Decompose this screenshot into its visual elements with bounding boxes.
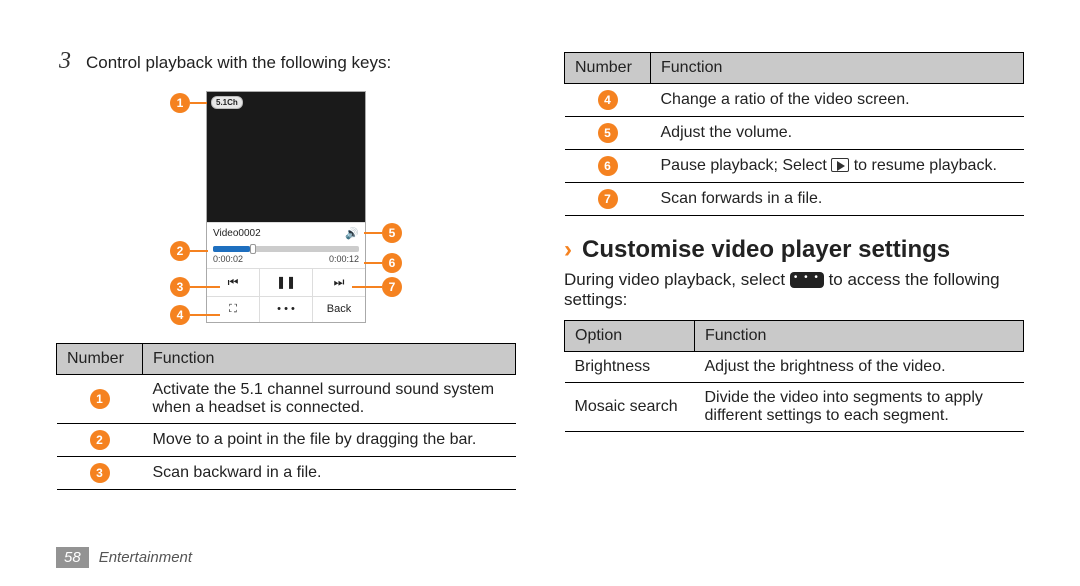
volume-icon: 🔊 <box>345 227 359 240</box>
right-function-table-1: Number Function 4 Change a ratio of the … <box>564 52 1024 216</box>
time-elapsed: 0:00:02 <box>213 254 243 264</box>
th-function: Function <box>651 53 1024 84</box>
device-title-row: Video0002 🔊 <box>207 222 365 244</box>
back-button: Back <box>313 297 365 322</box>
callout-6-line <box>364 262 382 264</box>
row-func: Pause playback; Select to resume playbac… <box>651 150 1024 183</box>
surround-badge: 5.1Ch <box>211 96 243 109</box>
table-row: 4 Change a ratio of the video screen. <box>565 84 1024 117</box>
table-row: 1 Activate the 5.1 channel surround soun… <box>57 375 516 424</box>
more-icon <box>790 272 824 288</box>
row-func: Scan backward in a file. <box>143 457 516 490</box>
th-function: Function <box>143 344 516 375</box>
table-row: Brightness Adjust the brightness of the … <box>565 352 1024 383</box>
table-row: Mosaic search Divide the video into segm… <box>565 383 1024 432</box>
progress-knob <box>250 244 256 254</box>
callout-6: 6 <box>382 253 402 273</box>
step-text: Control playback with the following keys… <box>86 53 391 73</box>
callout-7: 7 <box>382 277 402 297</box>
callout-5-line <box>364 232 382 234</box>
left-function-table: Number Function 1 Activate the 5.1 chann… <box>56 343 516 490</box>
left-column: 3 Control playback with the following ke… <box>56 48 516 586</box>
playback-controls: ⏮ ❚❚ ⏭ <box>207 268 365 296</box>
more-icon: • • • <box>260 297 313 322</box>
row-func: Move to a point in the file by dragging … <box>143 424 516 457</box>
prev-icon: ⏮ <box>207 269 260 296</box>
video-title: Video0002 <box>213 228 261 239</box>
row-func: Scan forwards in a file. <box>651 183 1024 216</box>
table-row: 6 Pause playback; Select to resume playb… <box>565 150 1024 183</box>
pause-icon: ❚❚ <box>260 269 313 296</box>
bottom-controls: ⛶ • • • Back <box>207 296 365 322</box>
settings-intro: During video playback, select to access … <box>564 270 1024 310</box>
row-func: Divide the video into segments to apply … <box>695 383 1024 432</box>
row-num: 3 <box>90 463 110 483</box>
device-screen: 5.1Ch <box>207 92 365 222</box>
callout-2-line <box>190 250 208 252</box>
right-function-table-2: Option Function Brightness Adjust the br… <box>564 320 1024 432</box>
th-number: Number <box>57 344 143 375</box>
time-total: 0:00:12 <box>329 254 359 264</box>
table-row: 5 Adjust the volume. <box>565 117 1024 150</box>
right-column: Number Function 4 Change a ratio of the … <box>564 48 1024 586</box>
row-num: 7 <box>598 189 618 209</box>
th-option: Option <box>565 321 695 352</box>
time-row: 0:00:02 0:00:12 <box>207 254 365 268</box>
row-num: 5 <box>598 123 618 143</box>
row-func: Change a ratio of the video screen. <box>651 84 1024 117</box>
row-func: Adjust the brightness of the video. <box>695 352 1024 383</box>
step-number: 3 <box>56 48 74 75</box>
row-num: 6 <box>598 156 618 176</box>
callout-1: 1 <box>170 93 190 113</box>
section-heading: › Customise video player settings <box>564 236 1024 264</box>
callout-5: 5 <box>382 223 402 243</box>
row-num: 1 <box>90 389 110 409</box>
page-number: 58 <box>56 547 89 568</box>
table-row: 3 Scan backward in a file. <box>57 457 516 490</box>
row-func-post: to resume playback. <box>849 157 997 174</box>
step-line: 3 Control playback with the following ke… <box>56 48 516 75</box>
row-option: Mosaic search <box>565 383 695 432</box>
callout-4: 4 <box>170 305 190 325</box>
section-name: Entertainment <box>99 549 192 566</box>
table-row: 7 Scan forwards in a file. <box>565 183 1024 216</box>
chevron-icon: › <box>564 236 572 264</box>
page-footer: 58 Entertainment <box>56 547 192 568</box>
ratio-icon: ⛶ <box>207 297 260 322</box>
row-func-pre: Pause playback; Select <box>661 157 832 174</box>
play-icon <box>831 158 849 172</box>
callout-7-line <box>352 286 382 288</box>
progress-bar <box>213 246 359 252</box>
settings-intro-pre: During video playback, select <box>564 270 790 289</box>
row-num: 4 <box>598 90 618 110</box>
row-num: 2 <box>90 430 110 450</box>
th-number: Number <box>565 53 651 84</box>
row-func: Activate the 5.1 channel surround sound … <box>143 375 516 424</box>
row-option: Brightness <box>565 352 695 383</box>
callout-4-line <box>190 314 220 316</box>
row-func: Adjust the volume. <box>651 117 1024 150</box>
table-row: 2 Move to a point in the file by draggin… <box>57 424 516 457</box>
callout-2: 2 <box>170 241 190 261</box>
callout-3-line <box>190 286 220 288</box>
device-mock: 5.1Ch Video0002 🔊 0:00:02 0:00:12 ⏮ ❚❚ ⏭… <box>206 91 366 323</box>
callout-3: 3 <box>170 277 190 297</box>
heading-text: Customise video player settings <box>582 236 950 264</box>
th-function: Function <box>695 321 1024 352</box>
device-wrap: 1 2 3 4 5 6 7 5.1Ch Video0002 🔊 <box>166 91 406 323</box>
next-icon: ⏭ <box>313 269 365 296</box>
progress-fill <box>213 246 250 252</box>
